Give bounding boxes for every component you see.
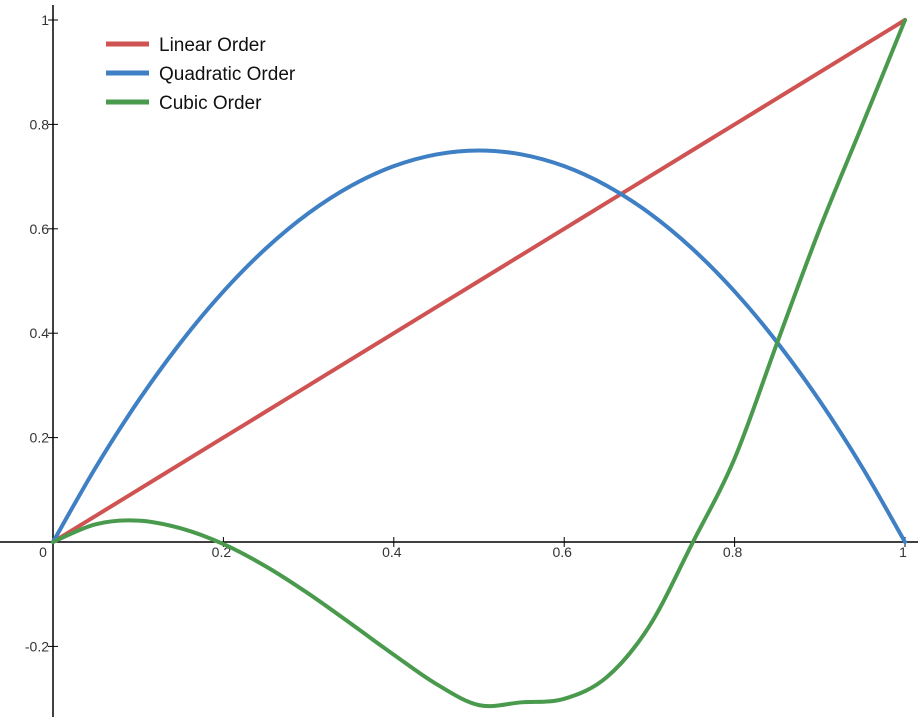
y-tick-label: 0.4 bbox=[30, 325, 50, 341]
y-tick-label: 1 bbox=[41, 12, 49, 28]
legend-label: Linear Order bbox=[159, 35, 266, 56]
plot-area bbox=[51, 18, 907, 709]
x-tick-label: 0.2 bbox=[212, 544, 232, 560]
legend-label: Quadratic Order bbox=[159, 64, 296, 85]
y-tick-label: 0.6 bbox=[30, 221, 50, 237]
x-tick-label: 0.8 bbox=[723, 544, 743, 560]
x-tick-label: 1 bbox=[899, 544, 907, 560]
x-tick-label: 0 bbox=[39, 544, 47, 560]
x-tick-label: 0.4 bbox=[382, 544, 402, 560]
legend-label: Cubic Order bbox=[159, 93, 262, 114]
x-tick-label: 0.6 bbox=[552, 544, 572, 560]
legend-item-linear: Linear Order bbox=[106, 35, 266, 56]
cubic-order-line bbox=[51, 18, 907, 709]
axes: 0 0.2 0.4 0.6 0.8 1 -0.2 0.2 0.4 0.6 0.8 1 bbox=[0, 5, 918, 717]
legend-item-quadratic: Quadratic Order bbox=[106, 64, 296, 85]
y-tick-label: 0.2 bbox=[30, 430, 50, 446]
legend-item-cubic: Cubic Order bbox=[106, 93, 262, 114]
legend: Linear Order Quadratic Order Cubic Order bbox=[106, 35, 296, 114]
y-tick-label: -0.2 bbox=[25, 638, 49, 654]
linear-order-line bbox=[51, 18, 907, 544]
y-tick-label: 0.8 bbox=[30, 116, 50, 132]
